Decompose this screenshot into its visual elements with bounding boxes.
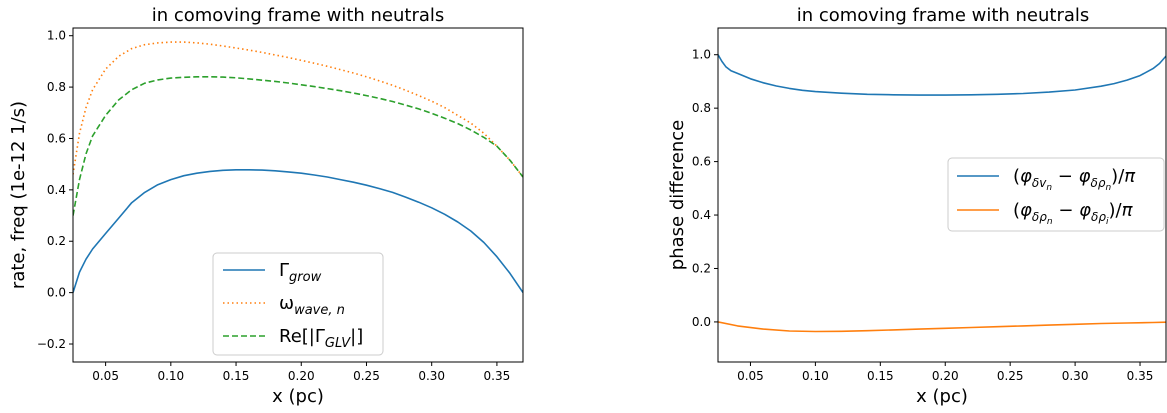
right-chart-title: in comoving frame with neutrals bbox=[797, 5, 1090, 26]
right-x-tick-label: 0.35 bbox=[1127, 369, 1154, 383]
right-legend-label-1: (φδρn − φδρi)/π bbox=[1013, 200, 1134, 227]
right-series-line-1 bbox=[718, 321, 1166, 333]
left-y-tick-label: 0.0 bbox=[47, 286, 66, 300]
left-plot-area bbox=[73, 41, 523, 294]
right-x-tick-label: 0.30 bbox=[1062, 369, 1089, 383]
left-x-tick-label: 0.10 bbox=[157, 369, 184, 383]
right-x-axis: 0.05 0.10 0.15 0.20 0.25 0.30 0.35 bbox=[737, 362, 1153, 383]
left-legend-label-1: ωwave, n bbox=[279, 293, 345, 318]
left-y-axis-label: rate, freq (1e-12 1/s) bbox=[8, 101, 29, 289]
left-y-tick-label: 1.0 bbox=[47, 29, 66, 43]
left-x-tick-label: 0.25 bbox=[353, 369, 380, 383]
left-legend-label-2: Re[|ΓGLV|] bbox=[279, 326, 363, 351]
left-y-tick-label: 0.8 bbox=[47, 80, 66, 94]
right-plot-area bbox=[718, 54, 1166, 333]
left-legend-box bbox=[212, 252, 384, 356]
left-x-tick-label: 0.35 bbox=[484, 369, 511, 383]
right-y-tick-label: 1.0 bbox=[692, 48, 711, 62]
right-y-tick-label: 0.4 bbox=[692, 208, 711, 222]
right-chart: in comoving frame with neutrals 0.05 0.10… bbox=[667, 5, 1167, 407]
left-x-tick-label: 0.15 bbox=[223, 369, 250, 383]
right-series-line-0 bbox=[718, 54, 1166, 96]
right-y-tick-label: 0.2 bbox=[692, 261, 711, 275]
left-series-line-1 bbox=[73, 41, 523, 178]
right-x-axis-label: x (pc) bbox=[916, 386, 968, 407]
right-x-tick-label: 0.20 bbox=[932, 369, 959, 383]
right-legend: (φδvn − φδρn)/π (φδρn − φδρi)/π bbox=[947, 157, 1165, 232]
left-y-tick-label: −0.2 bbox=[37, 337, 66, 351]
left-x-tick-label: 0.05 bbox=[92, 369, 119, 383]
left-y-tick-label: 0.4 bbox=[47, 183, 66, 197]
right-x-tick-label: 0.15 bbox=[867, 369, 894, 383]
right-legend-label-0: (φδvn − φδρn)/π bbox=[1013, 166, 1136, 193]
right-legend-box bbox=[947, 157, 1165, 232]
left-y-axis: −0.2 0.0 0.2 0.4 0.6 0.8 1.0 bbox=[37, 29, 73, 351]
right-y-axis-label: phase difference bbox=[667, 120, 688, 270]
left-series-line-0 bbox=[73, 169, 523, 294]
left-x-tick-label: 0.20 bbox=[288, 369, 315, 383]
right-x-tick-label: 0.25 bbox=[997, 369, 1024, 383]
right-y-tick-label: 0.6 bbox=[692, 155, 711, 169]
right-y-axis: 0.0 0.2 0.4 0.6 0.8 1.0 bbox=[692, 48, 718, 329]
left-chart: in comoving frame with neutrals 0.05 0.10… bbox=[8, 5, 524, 407]
right-y-tick-label: 0.8 bbox=[692, 101, 711, 115]
left-legend: Γgrow ωwave, n Re[|ΓGLV|] bbox=[212, 252, 384, 356]
left-x-axis-label: x (pc) bbox=[272, 386, 324, 407]
right-x-tick-label: 0.05 bbox=[737, 369, 764, 383]
left-series-line-2 bbox=[73, 76, 523, 216]
left-plot-frame bbox=[72, 27, 524, 363]
left-chart-title: in comoving frame with neutrals bbox=[152, 5, 445, 26]
left-x-axis: 0.05 0.10 0.15 0.20 0.25 0.30 0.35 bbox=[92, 362, 510, 383]
left-x-tick-label: 0.30 bbox=[418, 369, 445, 383]
left-y-tick-label: 0.6 bbox=[47, 131, 66, 145]
right-x-tick-label: 0.10 bbox=[802, 369, 829, 383]
left-legend-label-0: Γgrow bbox=[279, 260, 322, 285]
right-y-tick-label: 0.0 bbox=[692, 315, 711, 329]
left-y-tick-label: 0.2 bbox=[47, 234, 66, 248]
right-plot-frame bbox=[717, 27, 1167, 363]
